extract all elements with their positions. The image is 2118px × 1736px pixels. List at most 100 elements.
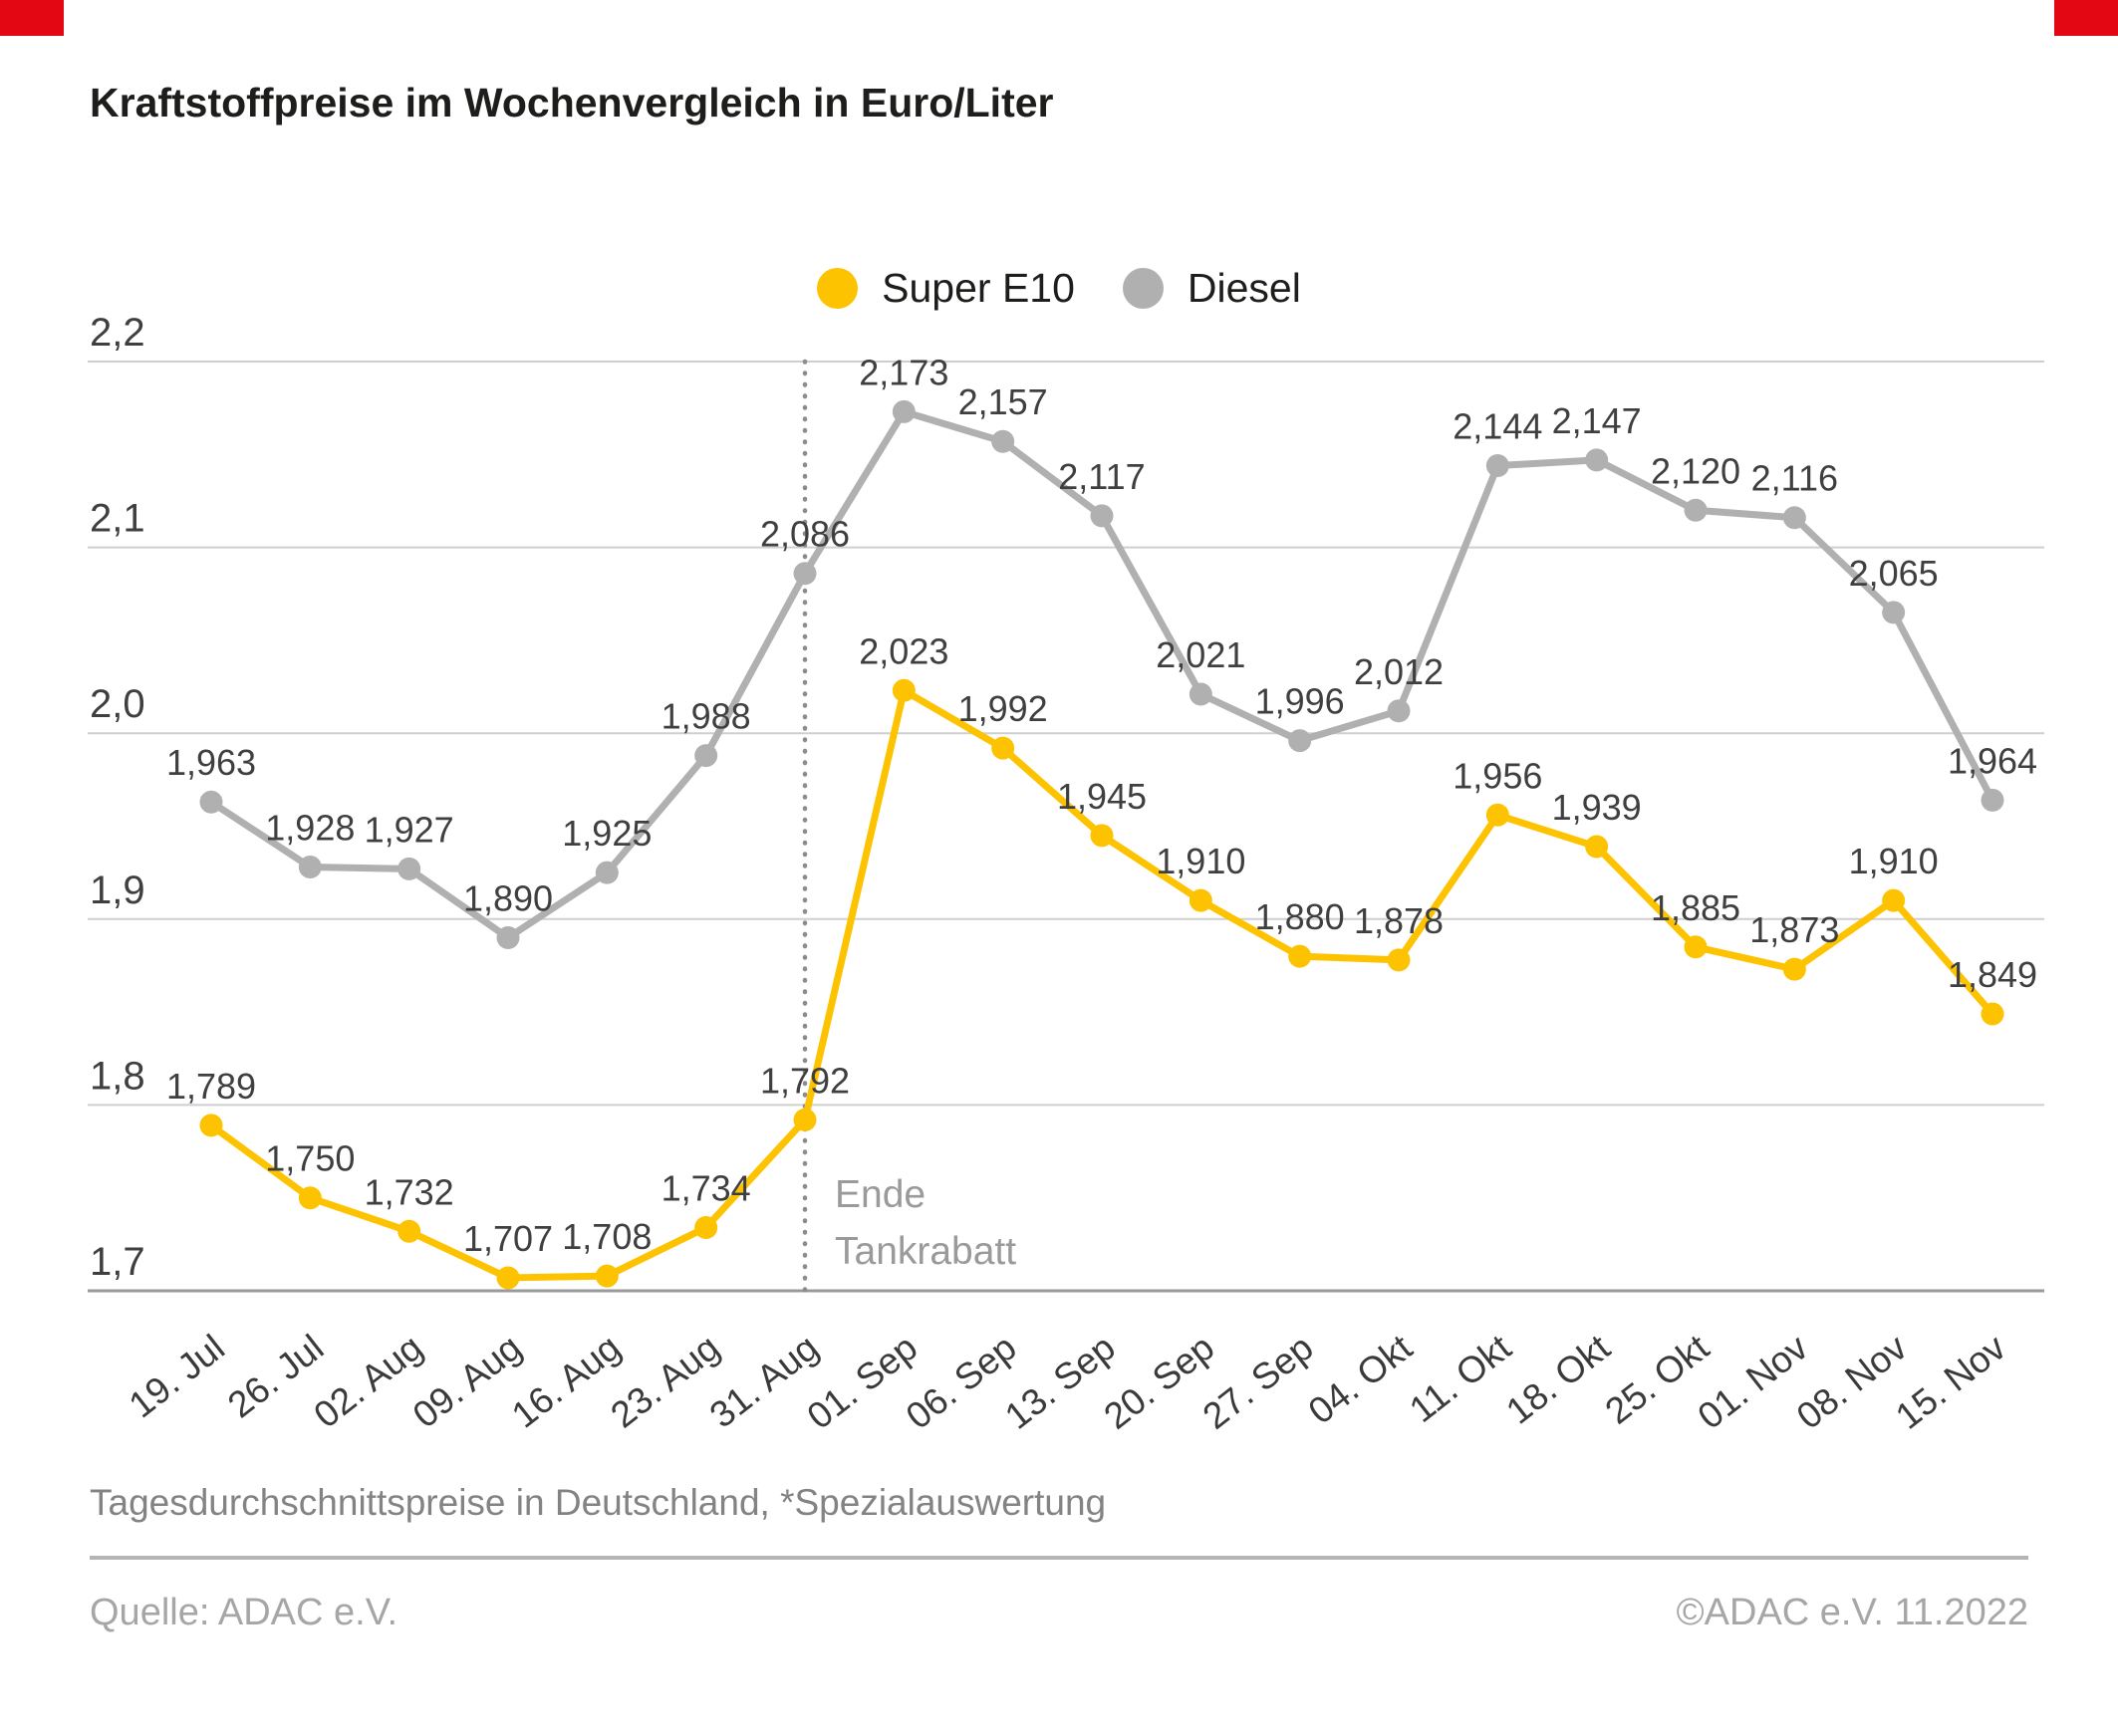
x-tick-label: 13. Sep xyxy=(997,1327,1123,1437)
data-point xyxy=(1684,498,1708,522)
data-label: 1,792 xyxy=(760,1060,850,1101)
data-point xyxy=(1189,682,1212,706)
data-label: 1,880 xyxy=(1255,896,1345,937)
data-label: 1,878 xyxy=(1354,900,1444,941)
data-point xyxy=(1882,601,1906,624)
x-tick-label: 19. Jul xyxy=(122,1327,232,1425)
data-point xyxy=(1288,944,1312,968)
data-point xyxy=(793,562,817,586)
data-label: 1,789 xyxy=(166,1066,256,1107)
data-point xyxy=(298,856,322,879)
data-label: 1,732 xyxy=(365,1171,454,1212)
data-point xyxy=(298,1186,322,1210)
data-point xyxy=(397,857,421,880)
data-point xyxy=(892,678,916,702)
y-tick-label: 2,2 xyxy=(90,311,145,355)
x-tick-label: 08. Nov xyxy=(1789,1327,1915,1437)
legend-dot-diesel xyxy=(1122,268,1164,309)
x-tick-label: 01. Sep xyxy=(799,1327,925,1437)
data-point xyxy=(1782,506,1806,530)
data-label: 1,849 xyxy=(1948,954,2037,995)
x-tick-label: 15. Nov xyxy=(1888,1327,2013,1437)
data-point xyxy=(199,1114,223,1137)
data-label: 1,928 xyxy=(265,808,355,849)
y-tick-label: 1,7 xyxy=(90,1240,145,1284)
data-label: 1,910 xyxy=(1849,841,1939,881)
data-point xyxy=(397,1219,421,1243)
data-label: 2,147 xyxy=(1552,400,1642,441)
data-point xyxy=(793,1108,817,1131)
footnote: Tagesdurchschnittspreise in Deutschland,… xyxy=(90,1482,1107,1523)
x-tick-label: 11. Okt xyxy=(1402,1327,1519,1430)
x-tick-label: 01. Nov xyxy=(1691,1327,1816,1437)
x-tick-label: 02. Aug xyxy=(306,1327,429,1436)
data-label: 1,992 xyxy=(958,688,1048,729)
data-point xyxy=(496,1266,520,1290)
data-label: 1,885 xyxy=(1651,887,1740,928)
data-point xyxy=(1782,957,1806,981)
data-label: 1,956 xyxy=(1453,755,1542,796)
data-label: 2,065 xyxy=(1849,553,1939,594)
data-point xyxy=(1189,888,1212,912)
data-point xyxy=(1585,448,1609,472)
x-tick-label: 06. Sep xyxy=(899,1327,1024,1437)
data-label: 1,963 xyxy=(166,742,256,783)
data-point xyxy=(1288,729,1312,753)
data-label: 2,021 xyxy=(1156,634,1245,675)
divider xyxy=(90,1556,2028,1560)
data-point xyxy=(1387,948,1411,972)
source: Quelle: ADAC e.V. xyxy=(90,1592,398,1633)
data-label: 1,964 xyxy=(1948,740,2037,781)
data-point xyxy=(1585,835,1609,859)
data-point xyxy=(694,1216,718,1240)
data-point xyxy=(1485,803,1509,827)
x-tick-label: 18. Okt xyxy=(1498,1327,1618,1432)
copyright: ©ADAC e.V. 11.2022 xyxy=(1676,1592,2028,1633)
data-point xyxy=(1981,1002,2004,1026)
data-point xyxy=(199,790,223,814)
y-tick-label: 1,9 xyxy=(90,868,145,912)
x-tick-label: 09. Aug xyxy=(405,1327,529,1436)
red-corner-right xyxy=(2054,0,2118,36)
data-label: 1,910 xyxy=(1156,841,1245,881)
y-tick-label: 2,0 xyxy=(90,682,145,726)
data-label: 1,939 xyxy=(1552,787,1642,828)
data-point xyxy=(496,925,520,949)
data-label: 2,144 xyxy=(1453,405,1542,446)
x-tick-label: 31. Aug xyxy=(702,1327,826,1436)
data-point xyxy=(595,1264,619,1288)
data-point xyxy=(991,429,1015,453)
x-tick-label: 20. Sep xyxy=(1096,1327,1221,1437)
data-label: 1,707 xyxy=(463,1218,553,1259)
data-label: 1,988 xyxy=(662,696,751,737)
data-point xyxy=(1090,504,1114,528)
data-point xyxy=(595,861,619,884)
data-point xyxy=(1485,453,1509,477)
data-point xyxy=(1684,935,1708,959)
data-point xyxy=(991,736,1015,760)
data-label: 2,012 xyxy=(1354,651,1444,692)
data-label: 1,890 xyxy=(463,877,553,918)
data-point xyxy=(1981,788,2004,812)
legend: Super E10 Diesel xyxy=(0,265,2118,312)
data-point xyxy=(892,399,916,423)
data-point xyxy=(1387,699,1411,723)
data-label: 2,116 xyxy=(1751,458,1838,499)
data-label: 1,708 xyxy=(562,1216,652,1257)
data-label: 2,173 xyxy=(859,352,948,392)
data-point xyxy=(1090,824,1114,848)
data-label: 1,945 xyxy=(1057,776,1147,817)
data-point xyxy=(694,744,718,768)
page-title: Kraftstoffpreise im Wochenvergleich in E… xyxy=(90,80,1054,125)
y-tick-label: 2,1 xyxy=(90,497,145,541)
data-label: 1,873 xyxy=(1749,909,1839,950)
data-label: 2,086 xyxy=(760,514,850,555)
red-corner-left xyxy=(0,0,64,36)
data-label: 1,925 xyxy=(562,813,652,854)
data-label: 1,927 xyxy=(365,809,454,850)
data-label: 2,157 xyxy=(958,381,1048,422)
annotation-text: Ende xyxy=(835,1173,926,1216)
data-label: 1,996 xyxy=(1255,681,1345,722)
